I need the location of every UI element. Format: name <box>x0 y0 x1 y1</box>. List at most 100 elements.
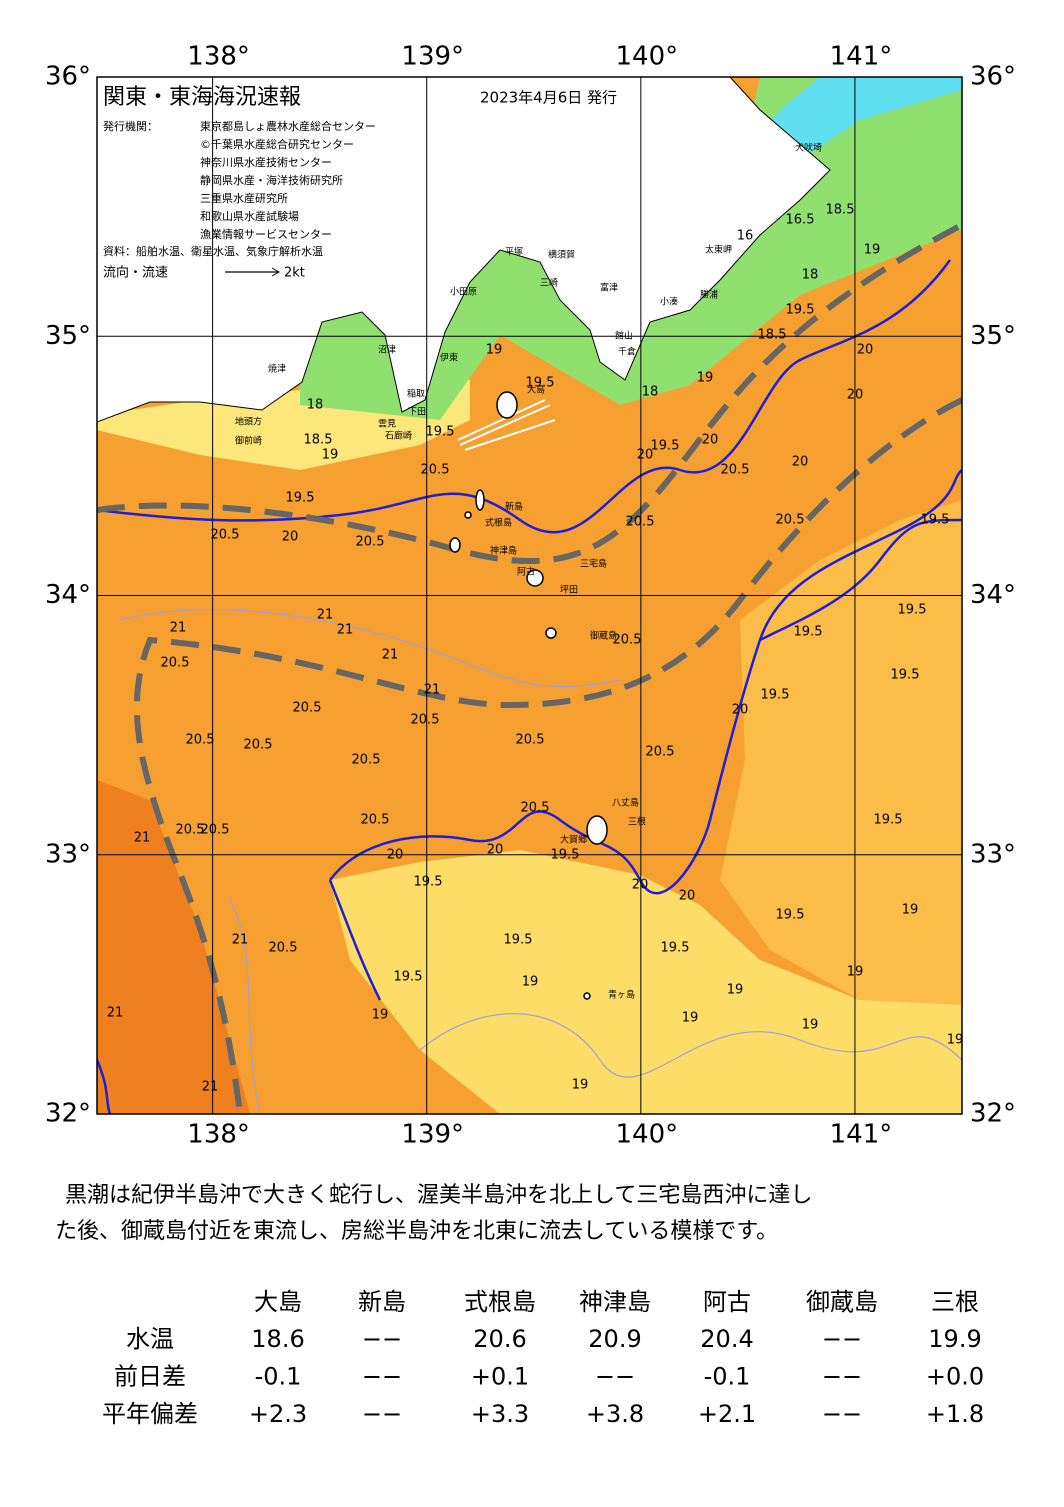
island <box>545 627 557 639</box>
isotherm-label: 20 <box>702 433 719 448</box>
minor-isotherms <box>119 608 962 1114</box>
issuer: 静岡県水産・海洋技術研究所 <box>200 173 343 187</box>
place-name: 小田原 <box>450 287 477 298</box>
isotherm-label: 20.5 <box>421 463 450 478</box>
place-name: 大島 <box>527 384 545 396</box>
lon-label: 141° <box>830 42 893 72</box>
isotherm-label: 20.5 <box>211 528 240 543</box>
lat-label: 32° <box>45 1099 91 1129</box>
column-header: 式根島 <box>464 1288 536 1316</box>
header: 関東・東海海況速報 2023年4月6日 発行 発行機関： 資料：船舶水温、衛星水… <box>103 85 617 281</box>
isotherm-label: 19 <box>947 1033 964 1048</box>
lat-label: 36° <box>970 62 1016 92</box>
cell: 19.9 <box>928 1325 981 1353</box>
place-name: 雲見 <box>378 419 396 430</box>
isotherm-label: 21 <box>170 621 187 636</box>
isotherm-label: 20 <box>487 843 504 858</box>
isotherm-label: 21 <box>232 933 249 948</box>
place-name: 沼津 <box>378 345 396 356</box>
isotherm-label: 19 <box>522 975 539 990</box>
isotherm-label: 19 <box>486 343 503 358</box>
place-name: 御前崎 <box>235 435 262 447</box>
lon-label: 138° <box>187 42 250 72</box>
island <box>464 511 472 519</box>
cell: +2.1 <box>698 1400 756 1428</box>
lat-label: 34° <box>970 580 1016 610</box>
place-name: 坪田 <box>560 585 578 596</box>
isotherm-label: 19.5 <box>661 941 690 956</box>
place-name: 三崎 <box>540 277 558 289</box>
isotherm-label: 16.5 <box>786 213 815 228</box>
isotherm-label: 20.5 <box>352 753 381 768</box>
axis-line <box>133 397 962 1114</box>
place-name: 阿古 <box>517 566 535 578</box>
isotherm-label: 16 <box>737 229 754 244</box>
lon-label: 139° <box>401 1120 464 1150</box>
issue-date: 2023年4月6日 発行 <box>480 89 617 107</box>
lat-label: 34° <box>45 580 91 610</box>
isotherm-label: 18.5 <box>826 203 855 218</box>
row-label: 水温 <box>126 1325 174 1353</box>
issuer: ©千葉県水産総合研究センター <box>200 137 354 151</box>
isotherm-label: 20 <box>679 889 696 904</box>
cool-zone <box>720 500 962 1114</box>
isotherm-label: 21 <box>424 683 441 698</box>
isotherm-label: 18 <box>307 398 324 413</box>
island <box>526 569 544 587</box>
isotherm-label: 18 <box>642 385 659 400</box>
isotherm-label: 19.5 <box>286 491 315 506</box>
isotherm <box>419 1013 962 1078</box>
isotherm-label: 20.5 <box>161 656 190 671</box>
cell: +3.8 <box>586 1400 644 1428</box>
issuer: 漁業情報サービスセンター <box>200 227 332 241</box>
description-line: 黒潮は紀伊半島沖で大きく蛇行し、渥美半島沖を北上して三宅島西沖に達し <box>65 1183 812 1208</box>
place-name: 新島 <box>505 501 523 513</box>
issuer-label: 発行機関： <box>103 119 158 133</box>
place-name: 地頭方 <box>235 416 262 428</box>
warm-zone <box>97 780 250 1114</box>
place-name: 館山 <box>615 330 633 342</box>
issuer: 神奈川県水産技術センター <box>200 155 332 169</box>
isotherm-label: 19 <box>802 1018 819 1033</box>
isotherm-label: 21 <box>202 1080 219 1095</box>
place-name: 千倉 <box>618 346 636 358</box>
source: 資料：船舶水温、衛星水温、気象庁解析水温 <box>103 244 323 258</box>
lat-label: 36° <box>45 62 91 92</box>
place-name: 三宅島 <box>580 558 607 570</box>
isotherm-label: 20.5 <box>646 745 675 760</box>
isotherm-label: 20.5 <box>269 941 298 956</box>
issuer: 和歌山県水産試験場 <box>200 209 299 223</box>
flow-scale: 2kt <box>284 266 305 281</box>
place-name: 焼津 <box>268 364 286 375</box>
isotherm <box>119 608 621 688</box>
title: 関東・東海海況速報 <box>103 85 301 110</box>
row-label: 前日差 <box>114 1363 186 1391</box>
isotherm-label: 19 <box>322 448 339 463</box>
isotherm-label: 19.5 <box>426 425 455 440</box>
place-name: 三根 <box>628 816 646 828</box>
issuer: 東京都島しょ農林水産総合センター <box>200 119 376 133</box>
isotherm-label: 20.5 <box>626 515 655 530</box>
isotherm-label: 21 <box>337 623 354 638</box>
isotherm <box>759 518 962 642</box>
column-header: 大島 <box>254 1288 302 1316</box>
lon-label: 140° <box>616 1120 679 1150</box>
place-name: 御蔵島 <box>590 630 617 642</box>
kuroshio-axis <box>97 222 962 1114</box>
cell: +0.0 <box>926 1363 984 1391</box>
isotherm-label: 19.5 <box>786 303 815 318</box>
column-header: 御蔵島 <box>806 1288 878 1316</box>
isotherm-label: 19 <box>847 965 864 980</box>
isotherm-label: 19 <box>682 1011 699 1026</box>
isotherm-label: 20 <box>632 878 649 893</box>
flow-arrow <box>457 399 556 451</box>
column-header: 神津島 <box>579 1288 651 1316</box>
place-name: 神津島 <box>490 545 517 557</box>
place-name: 稲取 <box>407 388 425 400</box>
isotherm-label: 19.5 <box>394 970 423 985</box>
isotherm-label: 19.5 <box>891 668 920 683</box>
cool-zone <box>330 850 962 1114</box>
